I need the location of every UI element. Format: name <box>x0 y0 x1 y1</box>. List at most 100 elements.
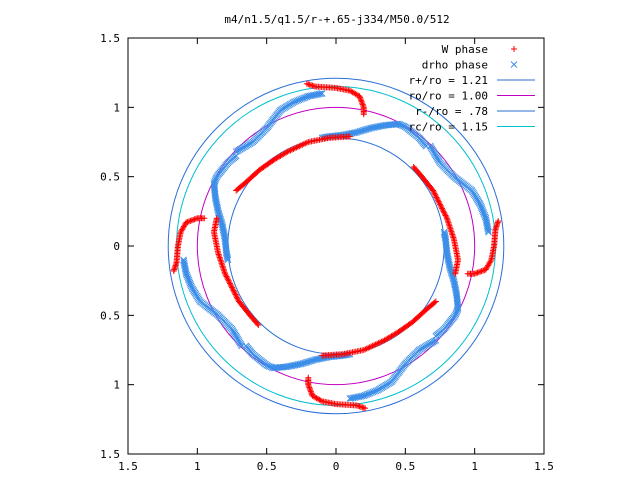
legend: W phase drho phase r+/ro = 1.21 ro/ro = 1.0… <box>409 43 535 134</box>
x-tick-label: 1 <box>471 460 478 473</box>
w-phase-point <box>307 388 314 395</box>
y-tick-label: 1.5 <box>100 32 120 45</box>
w-phase-point <box>511 46 517 52</box>
w-phase-point <box>481 267 488 274</box>
drho-phase-point <box>317 90 324 98</box>
w-phase-point <box>284 148 291 155</box>
w-phase-point <box>482 266 489 273</box>
w-phase-point <box>233 294 240 301</box>
w-phase-point <box>294 143 301 150</box>
legend-label: r+/ro = 1.21 <box>409 74 488 87</box>
w-phase-point <box>201 215 208 222</box>
w-phase-point <box>303 139 310 146</box>
w-phase-point <box>432 191 439 198</box>
x-tick-label: 0 <box>333 460 340 473</box>
w-phase-point <box>438 204 445 211</box>
w-phase-point <box>191 216 198 223</box>
w-phase-point <box>357 96 364 103</box>
w-phase-point <box>235 297 242 304</box>
w-phase-point <box>302 140 309 147</box>
w-phase-point <box>433 194 440 201</box>
w-phase-point <box>187 217 194 224</box>
circle-r- <box>227 137 445 355</box>
w-phase-point <box>434 195 441 202</box>
w-phase-point <box>319 352 326 359</box>
drho-phase-point <box>180 258 188 265</box>
w-phase-point <box>228 283 235 290</box>
w-phase-point <box>231 290 238 297</box>
legend-label: rc/ro = 1.15 <box>409 121 488 134</box>
w-phase-point <box>430 187 437 194</box>
w-phase-point <box>226 280 233 287</box>
drho-phase-point <box>510 61 518 68</box>
w-phase-point <box>441 211 448 218</box>
y-tick-label: 1 <box>113 101 120 114</box>
y-tick-label: 0.5 <box>100 309 120 322</box>
w-phase-point <box>300 141 307 148</box>
w-phase-point <box>371 342 378 349</box>
w-phase-point <box>223 273 230 280</box>
w-phase-point <box>226 279 233 286</box>
drho-phase-point <box>348 394 355 402</box>
x-tick-label: 0.5 <box>257 460 277 473</box>
w-phase-point <box>234 295 241 302</box>
w-phase-point <box>374 340 381 347</box>
w-phase-point <box>477 268 484 275</box>
w-phase-point <box>369 342 376 349</box>
w-phase-point <box>439 205 446 212</box>
circle-r+ <box>167 77 505 415</box>
w-phase-point <box>440 208 447 215</box>
w-phase-point <box>290 145 297 152</box>
w-phase-point <box>306 384 313 391</box>
w-phase-point <box>346 133 353 140</box>
w-phase-point <box>186 218 193 225</box>
legend-label: ro/ro = 1.00 <box>409 90 488 103</box>
w-phase-point <box>372 341 379 348</box>
w-phase-point <box>308 391 315 398</box>
w-phase-point <box>360 111 367 118</box>
w-phase-point <box>359 100 366 107</box>
w-phase-point <box>188 217 195 224</box>
w-phase-point <box>229 284 235 291</box>
w-phase-point <box>479 267 486 274</box>
legend-label: drho phase <box>422 59 488 72</box>
w-phase-point <box>183 219 190 226</box>
w-phase-point <box>233 292 240 299</box>
w-phase-point <box>437 202 444 209</box>
w-phase-point <box>224 276 231 283</box>
w-phase-point <box>452 270 459 277</box>
w-phase-point <box>432 193 439 200</box>
w-phase-point <box>437 201 443 208</box>
x-tick-label: 1.5 <box>118 460 138 473</box>
w-phase-point <box>356 93 363 100</box>
w-phase-point <box>291 145 298 152</box>
w-phase-point <box>229 285 236 292</box>
w-phase-point <box>359 101 366 108</box>
legend-label: W phase <box>442 43 488 56</box>
y-tick-label: 0 <box>113 240 120 253</box>
x-tick-label: 1 <box>194 460 201 473</box>
w-phase-point <box>478 268 485 275</box>
w-phase-point <box>363 345 370 352</box>
data-series <box>170 80 502 412</box>
axis-ticks: 1.5 1 0.5 0 0.5 1 1.51.510.500.511.5 <box>100 32 554 473</box>
circle-ro <box>196 106 476 386</box>
w-phase-point <box>377 339 384 346</box>
w-phase-point <box>308 389 315 396</box>
w-phase-point <box>434 197 441 204</box>
w-phase-point <box>358 97 365 104</box>
w-phase-point <box>473 270 480 277</box>
w-phase-point <box>375 340 382 347</box>
w-phase-point <box>293 144 300 151</box>
w-phase-point <box>231 288 238 295</box>
w-phase-point <box>431 190 438 197</box>
w-phase-point <box>227 281 234 288</box>
w-phase-point <box>305 383 312 390</box>
w-phase-point <box>360 102 367 109</box>
drho-phase-point <box>346 395 354 402</box>
x-tick-label: 0.5 <box>395 460 415 473</box>
w-phase-point <box>190 216 197 223</box>
w-phase-point <box>368 343 375 350</box>
w-phase-point <box>287 147 294 154</box>
